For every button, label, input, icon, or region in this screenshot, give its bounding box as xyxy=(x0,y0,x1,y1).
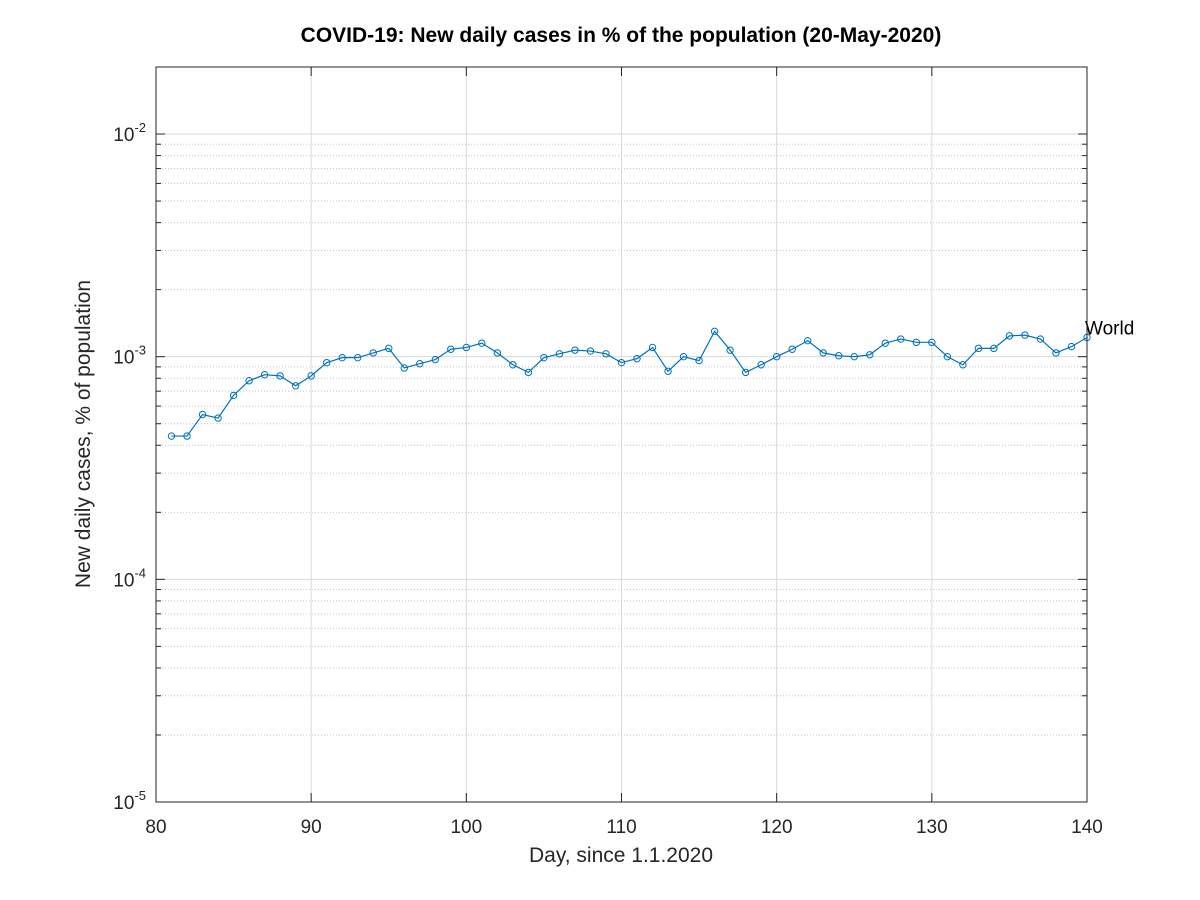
data-point xyxy=(1052,349,1060,357)
data-point xyxy=(447,345,455,353)
data-point xyxy=(959,361,967,369)
data-point xyxy=(602,350,610,358)
data-point xyxy=(881,339,889,347)
x-tick-label: 120 xyxy=(761,817,793,838)
data-point xyxy=(276,372,284,380)
data-point xyxy=(710,327,719,336)
data-point xyxy=(804,336,812,345)
data-point xyxy=(974,344,983,353)
data-point xyxy=(462,343,471,352)
chart-title: COVID-19: New daily cases in % of the po… xyxy=(301,24,942,47)
data-point xyxy=(695,356,703,365)
data-point xyxy=(1036,335,1045,343)
data-point xyxy=(493,349,502,357)
data-point xyxy=(291,382,300,390)
data-point xyxy=(229,391,238,400)
data-point xyxy=(788,345,796,353)
x-tick-label: 80 xyxy=(145,817,166,838)
data-point xyxy=(1005,332,1014,340)
data-point xyxy=(183,432,191,440)
data-point xyxy=(633,354,641,363)
y-tick-exponent: -2 xyxy=(134,120,146,135)
data-point xyxy=(322,358,331,367)
y-tick-exponent: -3 xyxy=(134,343,146,358)
data-point xyxy=(866,351,874,359)
x-tick-label: 140 xyxy=(1071,817,1103,838)
data-point xyxy=(679,352,688,361)
data-point xyxy=(617,358,626,367)
x-tick-label: 130 xyxy=(916,817,948,838)
data-point xyxy=(167,432,176,440)
data-point xyxy=(912,338,921,347)
data-point xyxy=(509,361,517,369)
data-point xyxy=(431,355,439,364)
y-axis-label: New daily cases, % of population xyxy=(72,280,95,588)
plot-area: World 80 90 100 110 120 130 140 10-510-410-310… xyxy=(113,66,1134,838)
y-tick-base: 10 xyxy=(113,793,134,814)
data-point xyxy=(835,352,843,360)
series-label: World xyxy=(1085,318,1134,339)
data-point xyxy=(897,335,905,343)
data-point xyxy=(555,350,564,358)
data-point xyxy=(850,352,858,361)
y-tick-label: 10-4 xyxy=(113,565,146,591)
y-tick-base: 10 xyxy=(113,570,134,591)
data-point xyxy=(1021,331,1029,339)
data-point xyxy=(416,360,424,368)
data-point xyxy=(214,414,222,422)
data-point xyxy=(245,377,253,385)
data-point xyxy=(198,410,207,419)
x-tick-label: 100 xyxy=(450,817,482,838)
data-point xyxy=(338,353,346,362)
data-point xyxy=(741,368,750,377)
data-point xyxy=(664,367,672,375)
y-tick-exponent: -5 xyxy=(134,788,146,803)
y-tick-base: 10 xyxy=(113,125,134,146)
data-point xyxy=(571,346,579,354)
y-tick-label: 10-2 xyxy=(113,120,146,146)
data-point xyxy=(400,364,408,372)
y-tick-label: 10-3 xyxy=(113,343,146,369)
y-tick-label: 10-5 xyxy=(113,788,146,814)
data-point xyxy=(385,344,393,353)
x-axis-label: Day, since 1.1.2020 xyxy=(529,844,713,867)
y-tick-labels: 10-510-410-310-2 xyxy=(113,120,146,814)
data-point xyxy=(943,352,952,361)
data-point xyxy=(540,353,548,362)
data-point xyxy=(772,352,781,361)
data-point xyxy=(726,346,734,354)
data-point xyxy=(819,349,827,357)
data-point xyxy=(928,338,936,347)
data-point xyxy=(648,343,657,352)
data-point xyxy=(478,339,486,347)
grid xyxy=(156,66,1087,802)
x-tick-label: 90 xyxy=(301,817,322,838)
data-point xyxy=(990,344,998,353)
data-point xyxy=(354,353,362,362)
x-tick-labels: 80 90 100 110 120 130 140 xyxy=(145,817,1102,838)
x-tick-label: 110 xyxy=(606,817,636,838)
y-tick-exponent: -4 xyxy=(134,565,146,580)
data-point xyxy=(307,372,315,380)
data-point xyxy=(1067,342,1076,351)
data-point xyxy=(757,361,765,369)
data-point xyxy=(524,368,533,377)
data-point xyxy=(586,347,595,355)
data-point xyxy=(260,371,269,379)
tick-marks xyxy=(155,66,1088,803)
data-point xyxy=(369,349,377,357)
y-tick-base: 10 xyxy=(113,348,134,369)
